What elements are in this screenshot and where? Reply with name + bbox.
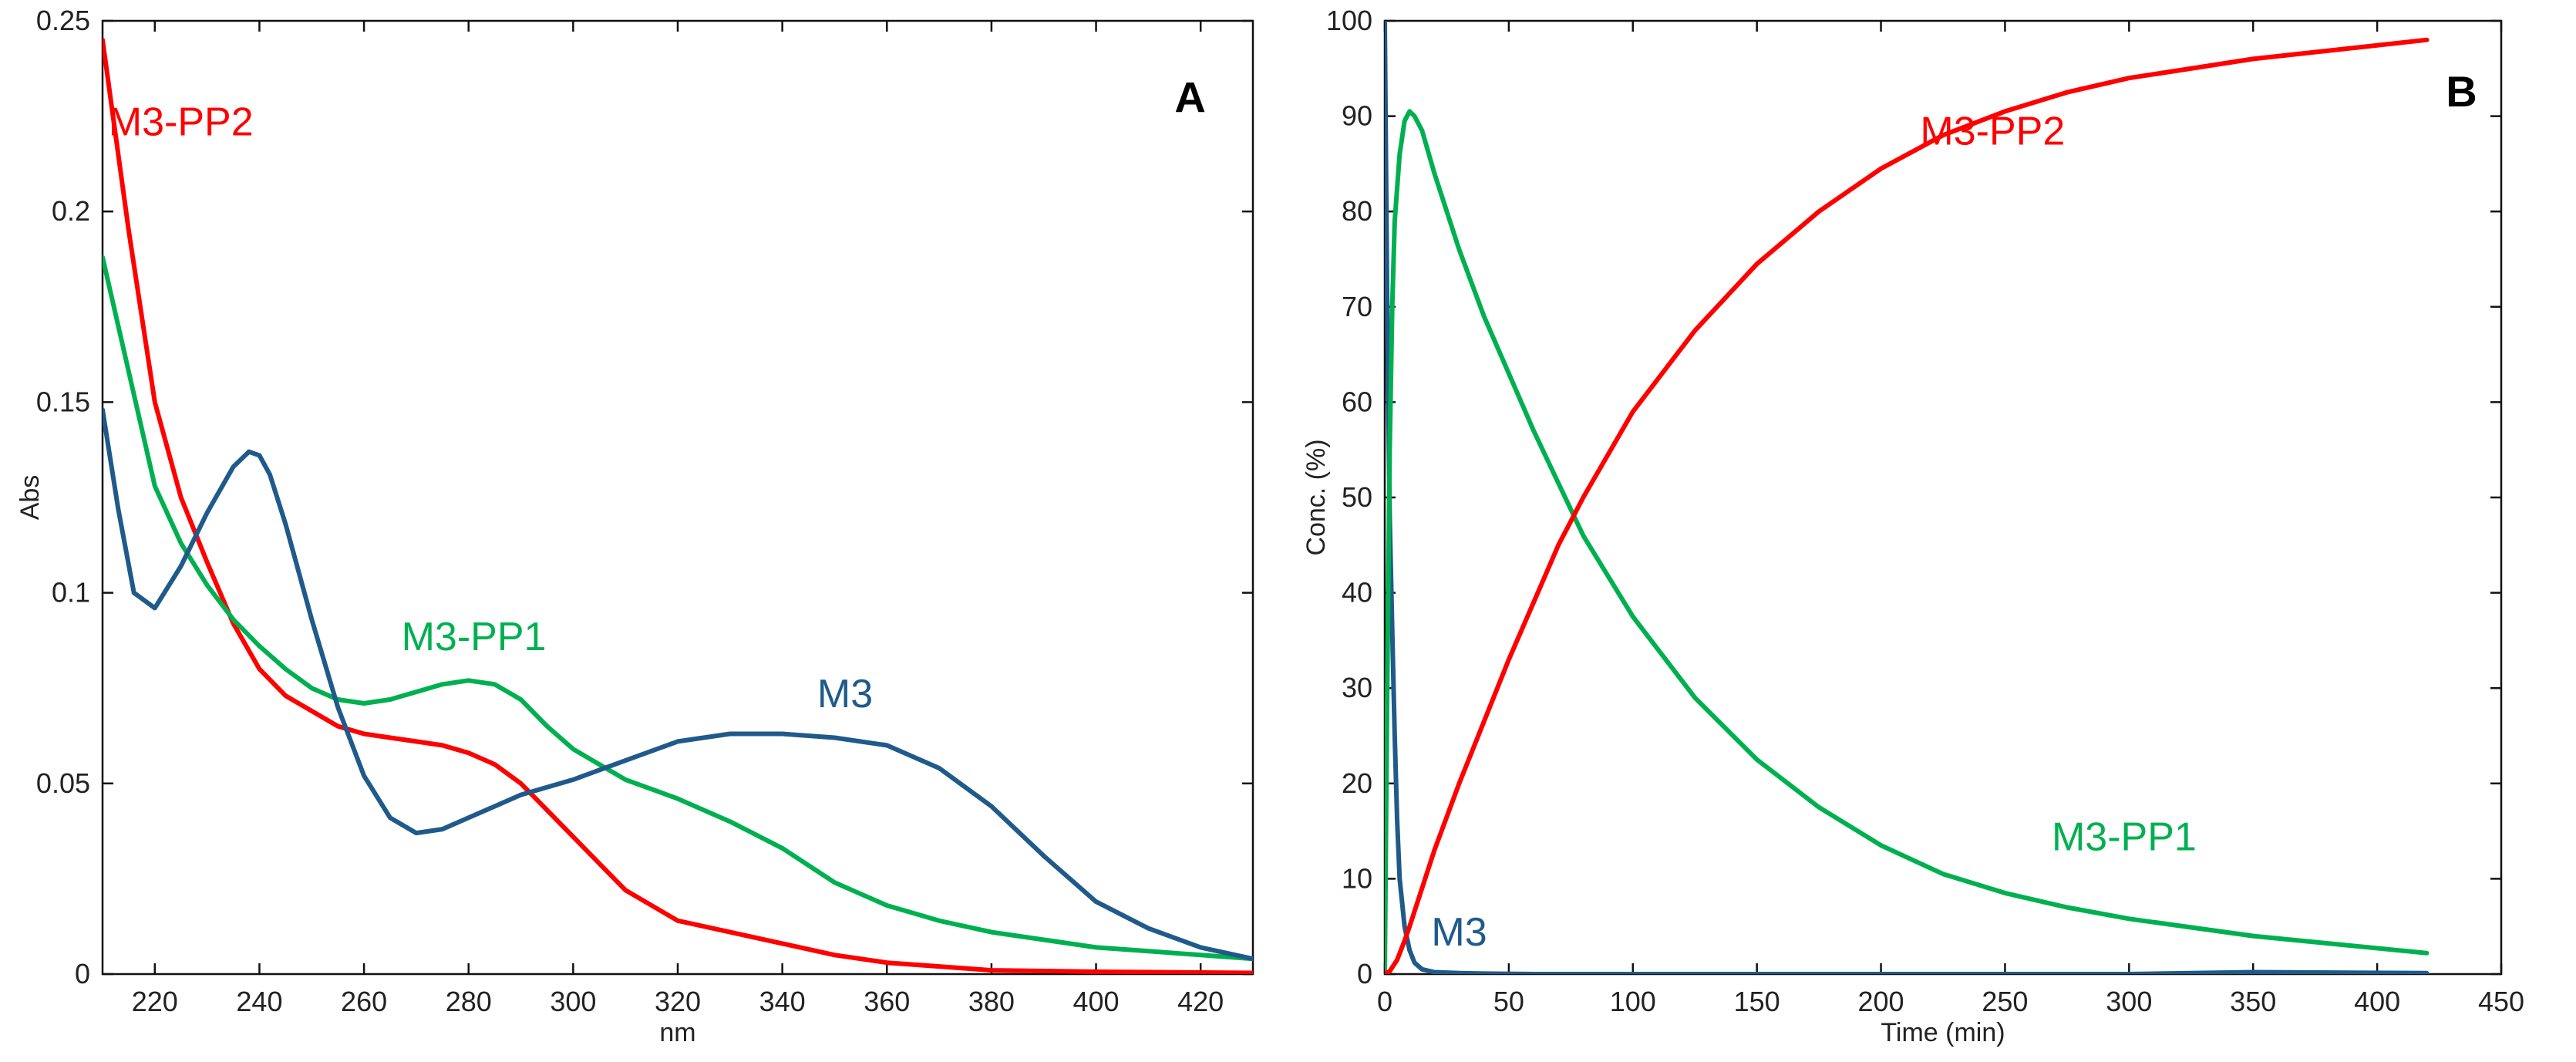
panel-a-x-tick-label: 380 <box>968 986 1015 1017</box>
panel-a-label-m3: M3 <box>817 672 873 716</box>
panel-a-x-tick-label: 420 <box>1177 986 1224 1017</box>
panel-b-y-tick-label: 70 <box>1342 291 1372 322</box>
panel-b-y-tick-label: 80 <box>1342 195 1372 227</box>
panel-b-y-tick-label: 10 <box>1342 862 1372 894</box>
panel-a-x-axis-label: nm <box>659 1018 695 1047</box>
panel-b-x-tick-label: 350 <box>2230 986 2276 1017</box>
panel-a-x-tick-label: 400 <box>1073 986 1120 1017</box>
panel-a-x-tick-label: 220 <box>132 986 178 1017</box>
panel-b-label-m3-pp2: M3-PP2 <box>1920 110 2065 154</box>
panel-b-x-tick-label: 250 <box>1982 986 2028 1017</box>
panel-a-y-tick-label: 0.2 <box>52 195 90 227</box>
panel-a-x-tick-label: 360 <box>864 986 910 1017</box>
panel-b-x-tick-label: 50 <box>1493 986 1524 1017</box>
panel-b-x-tick-label: 100 <box>1610 986 1656 1017</box>
panel-b-series-group <box>1385 21 2430 974</box>
panel-a-y-tick-label: 0.15 <box>36 386 90 417</box>
panel-b-x-tick-label: 450 <box>2478 986 2524 1017</box>
panel-b-y-tick-label: 60 <box>1342 386 1372 417</box>
panel-b-y-tick-label: 50 <box>1342 481 1372 513</box>
panel-a-y-tick-label: 0 <box>75 958 90 990</box>
panel-b-label-m3-pp1: M3-PP1 <box>2052 814 2197 859</box>
panel-b-x-tick-label: 150 <box>1734 986 1780 1017</box>
panel-a-x-tick-label: 260 <box>341 986 387 1017</box>
panel-a-y-tick-label: 0.25 <box>36 5 90 36</box>
panel-a-x-tick-label: 300 <box>550 986 596 1017</box>
panel-b-plot-frame <box>1383 19 2503 976</box>
panel-a-series-m3-pp2-line <box>103 37 1253 974</box>
panel-b-x-tick-label: 300 <box>2106 986 2152 1017</box>
panel-a-x-tick-label: 320 <box>655 986 701 1017</box>
panel-b-label-m3: M3 <box>1431 910 1487 955</box>
panel-b-x-axis-label: Time (min) <box>1881 1018 2005 1047</box>
panel-b-series-m3-pp2-line <box>1385 37 2430 974</box>
panel-a-y-tick-label: 0.05 <box>36 767 90 799</box>
panel-a-x-tick-label: 240 <box>236 986 282 1017</box>
panel-a-chart: 220 240 260 280 300 320 340 360 380 400 420 0 0.05 0.… <box>15 5 1254 1047</box>
panel-a-y-axis-label: Abs <box>15 475 45 521</box>
panel-a-label-m3-pp1: M3-PP1 <box>402 615 547 659</box>
panel-a-letter: A <box>1174 73 1205 122</box>
panel-b-chart: 0 50 100 150 200 250 300 350 400 450 0 10 20 30 40 50 60… <box>1301 5 2524 1047</box>
panel-b-x-tick-label: 200 <box>1858 986 1904 1017</box>
panel-a-x-tick-label: 340 <box>759 986 806 1017</box>
panel-b-y-tick-label: 40 <box>1342 577 1372 609</box>
panel-b-y-tick-label: 90 <box>1342 100 1372 132</box>
panel-a-label-m3-pp2: M3-PP2 <box>109 99 254 144</box>
panel-b-x-tick-label: 0 <box>1377 986 1392 1017</box>
panel-a-series-m3-line <box>103 407 1253 962</box>
panel-a-x-tick-label: 280 <box>446 986 492 1017</box>
panel-b-y-tick-label: 100 <box>1326 5 1372 36</box>
panel-b-series-m3-pp1-line <box>1385 109 2430 974</box>
panel-b-y-tick-label: 20 <box>1342 767 1372 799</box>
panel-a-y-tick-label: 0.1 <box>52 577 90 609</box>
panel-a-series-m3-pp1-line <box>103 255 1253 962</box>
panel-b-y-tick-label: 30 <box>1342 672 1372 703</box>
panel-a-series-group <box>103 37 1253 974</box>
panel-b-y-tick-label: 0 <box>1357 958 1372 990</box>
panel-b-series-m3-line <box>1385 21 2430 974</box>
panel-b-letter: B <box>2446 67 2477 116</box>
panel-b-y-axis-label: Conc. (%) <box>1301 439 1331 555</box>
panel-b-x-tick-label: 400 <box>2354 986 2400 1017</box>
